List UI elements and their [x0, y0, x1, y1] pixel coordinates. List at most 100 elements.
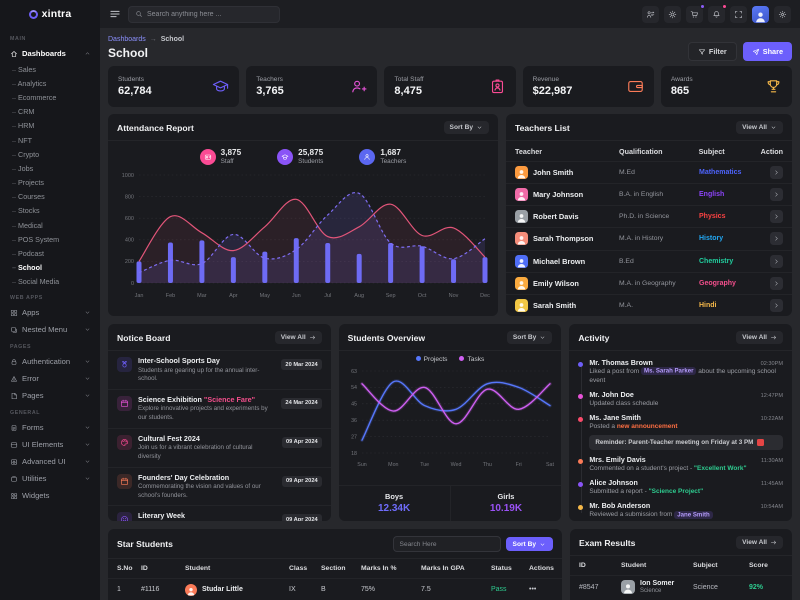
- svg-text:Tue: Tue: [420, 462, 429, 468]
- notice-item-cultural-fest-2024[interactable]: Cultural Fest 2024 Join us for a vibrant …: [108, 427, 331, 467]
- notice-date-badge: 24 Mar 2024: [281, 397, 322, 409]
- teacher-subject: Chemistry: [699, 257, 734, 265]
- fullscreen-button[interactable]: [730, 5, 747, 23]
- sidebar-item-nested-menu[interactable]: Nested Menu: [0, 321, 100, 338]
- notice-item-inter-school-sports-day[interactable]: Inter-School Sports Day Students are gear…: [108, 351, 331, 389]
- students-overview-chart: 18 27 36 45 54 63 Sun Mon Tue Wed Thu Fri Sat: [351, 369, 554, 468]
- teacher-qualification: B.Ed: [619, 257, 634, 265]
- overview-footer-girls: Girls 10.19K: [449, 486, 562, 521]
- stats-row: Students 62,784 Teachers 3,765 Total Staff 8,…: [108, 66, 793, 107]
- search-input[interactable]: [147, 10, 273, 18]
- attendance-sort-button[interactable]: Sort By: [443, 121, 489, 134]
- sidebar-item-error[interactable]: Error: [0, 370, 100, 387]
- teacher-action-button[interactable]: [770, 166, 783, 180]
- overview-sort-button[interactable]: Sort By: [506, 331, 553, 344]
- sidebar-item-apps[interactable]: Apps: [0, 304, 100, 321]
- notice-title: Inter-School Sports Day: [138, 356, 220, 365]
- cart-icon: [690, 10, 699, 19]
- attendance-chart: 0 200 400 600 800 1000 Jan Feb Mar Apr May Jun Jul Au…: [122, 173, 490, 299]
- sidebar-subitem-crypto[interactable]: Crypto: [0, 147, 100, 161]
- user-badge[interactable]: Jane Smith: [674, 510, 713, 519]
- activity-dot: [578, 417, 584, 423]
- chevron-down-icon: [84, 392, 91, 399]
- teacher-row-sarah-smith: Sarah Smith M.A. Hindi: [506, 293, 792, 316]
- sidebar-subitem-sales[interactable]: Sales: [0, 62, 100, 76]
- notice-view-all-button[interactable]: View All: [274, 331, 322, 344]
- teacher-action-button[interactable]: [770, 232, 783, 246]
- breadcrumb-dashboards[interactable]: Dashboards: [108, 36, 146, 43]
- exam-view-all-button[interactable]: View All: [736, 536, 783, 549]
- sidebar-item-utilities[interactable]: Utilities: [0, 470, 100, 487]
- chevron-down-icon: [539, 541, 546, 548]
- menu-toggle-button[interactable]: [109, 8, 121, 20]
- teacher-qualification: Ph.D. in Science: [619, 213, 670, 221]
- row-actions-button[interactable]: •••: [529, 586, 537, 593]
- teachers-view-all-button[interactable]: View All: [736, 121, 783, 134]
- star-students-search-input[interactable]: [399, 540, 494, 548]
- sidebar-section-label: WEB APPS: [10, 295, 43, 301]
- sidebar-item-forms[interactable]: Forms: [0, 419, 100, 436]
- notice-list: Inter-School Sports Day Students are gear…: [108, 351, 331, 521]
- attendance-summary: 3,875 Staff 25,875 Students 1,687 Teachers: [108, 141, 498, 165]
- notice-date-badge: 20 Mar 2024: [281, 359, 322, 370]
- sidebar-subitem-crm[interactable]: CRM: [0, 105, 100, 119]
- sidebar-item-dashboards[interactable]: Dashboards: [0, 45, 100, 62]
- status-badge: Pass: [491, 586, 507, 593]
- notice-board-card: Notice Board View All Inter-School Sport…: [108, 324, 331, 521]
- chevron-up-icon: [84, 50, 91, 57]
- sidebar-subitem-projects[interactable]: Projects: [0, 176, 100, 190]
- sidebar-item-advanced-ui[interactable]: Advanced UI: [0, 453, 100, 470]
- sidebar-subitem-school[interactable]: School: [0, 261, 100, 275]
- star-students-table-header: S.No ID Student Class Section Marks In % Marks…: [117, 565, 554, 572]
- sidebar-subitem-social-media[interactable]: Social Media: [0, 275, 100, 289]
- stat-value: $22,987: [532, 85, 573, 98]
- sidebar-subitem-jobs[interactable]: Jobs: [0, 161, 100, 175]
- sidebar-item-pages[interactable]: Pages: [0, 387, 100, 404]
- sidebar-submenu: SalesAnalyticsEcommerceCRMHRMNFTCryptoJo…: [0, 62, 100, 289]
- sidebar-subitem-stocks[interactable]: Stocks: [0, 204, 100, 218]
- user-avatar[interactable]: [752, 5, 769, 23]
- language-button[interactable]: [642, 5, 659, 23]
- theme-button[interactable]: [664, 5, 681, 23]
- sidebar-subitem-ecommerce[interactable]: Ecommerce: [0, 90, 100, 104]
- sidebar-subitem-nft[interactable]: NFT: [0, 133, 100, 147]
- sidebar-item-ui-elements[interactable]: UI Elements: [0, 436, 100, 453]
- teacher-action-button[interactable]: [770, 254, 783, 268]
- smiley-icon: [117, 512, 132, 521]
- global-search[interactable]: [128, 5, 280, 23]
- teacher-action-button[interactable]: [770, 298, 783, 312]
- star-students-table-body: 1 #1116 Studar Little IX B 75% 7.5 Pass •••: [108, 578, 562, 600]
- notice-item-literary-week[interactable]: Literary WeekEngage in a week full of li…: [108, 505, 331, 521]
- activity-view-all-button[interactable]: View All: [736, 331, 784, 344]
- teacher-action-button[interactable]: [770, 188, 783, 202]
- brand-logo[interactable]: xintra: [0, 0, 100, 28]
- svg-text:Jul: Jul: [324, 293, 331, 299]
- sidebar-subitem-hrm[interactable]: HRM: [0, 119, 100, 133]
- sidebar-item-authentication[interactable]: Authentication: [0, 353, 100, 370]
- sidebar-subitem-podcast[interactable]: Podcast: [0, 246, 100, 260]
- bell-button[interactable]: [708, 3, 727, 23]
- star-students-search[interactable]: [392, 536, 501, 552]
- filter-button[interactable]: Filter: [687, 42, 737, 61]
- teacher-action-button[interactable]: [770, 276, 783, 290]
- sidebar-subitem-pos-system[interactable]: POS System: [0, 232, 100, 246]
- cart-button[interactable]: [686, 3, 705, 23]
- sidebar-subitem-analytics[interactable]: Analytics: [0, 76, 100, 90]
- sidebar-subitem-medical[interactable]: Medical: [0, 218, 100, 232]
- funnel-icon: [698, 48, 706, 56]
- share-icon: [752, 48, 760, 56]
- user-badge[interactable]: Ms. Sarah Parker: [641, 367, 697, 376]
- chevron-right-icon: [773, 213, 780, 220]
- notice-item-founders-day-celebration[interactable]: Founders' Day Celebration Commemorating t…: [108, 466, 331, 506]
- star-students-card: Star Students Sort By S.NoIDStudentClass…: [108, 529, 562, 600]
- teachers-table-header: Teacher Qualification Subject Action: [515, 146, 783, 156]
- notice-item-science-exhibition[interactable]: Science Exhibition "Science Fare" Explore…: [108, 388, 331, 428]
- teacher-action-button[interactable]: [770, 210, 783, 224]
- sidebar-subitem-courses[interactable]: Courses: [0, 190, 100, 204]
- svg-text:Sat: Sat: [546, 462, 554, 468]
- sidebar-item-widgets[interactable]: Widgets: [0, 487, 100, 504]
- medal-icon: [117, 357, 132, 372]
- share-button[interactable]: Share: [742, 42, 792, 61]
- settings-button[interactable]: [774, 5, 791, 23]
- star-students-sort-button[interactable]: Sort By: [505, 537, 553, 551]
